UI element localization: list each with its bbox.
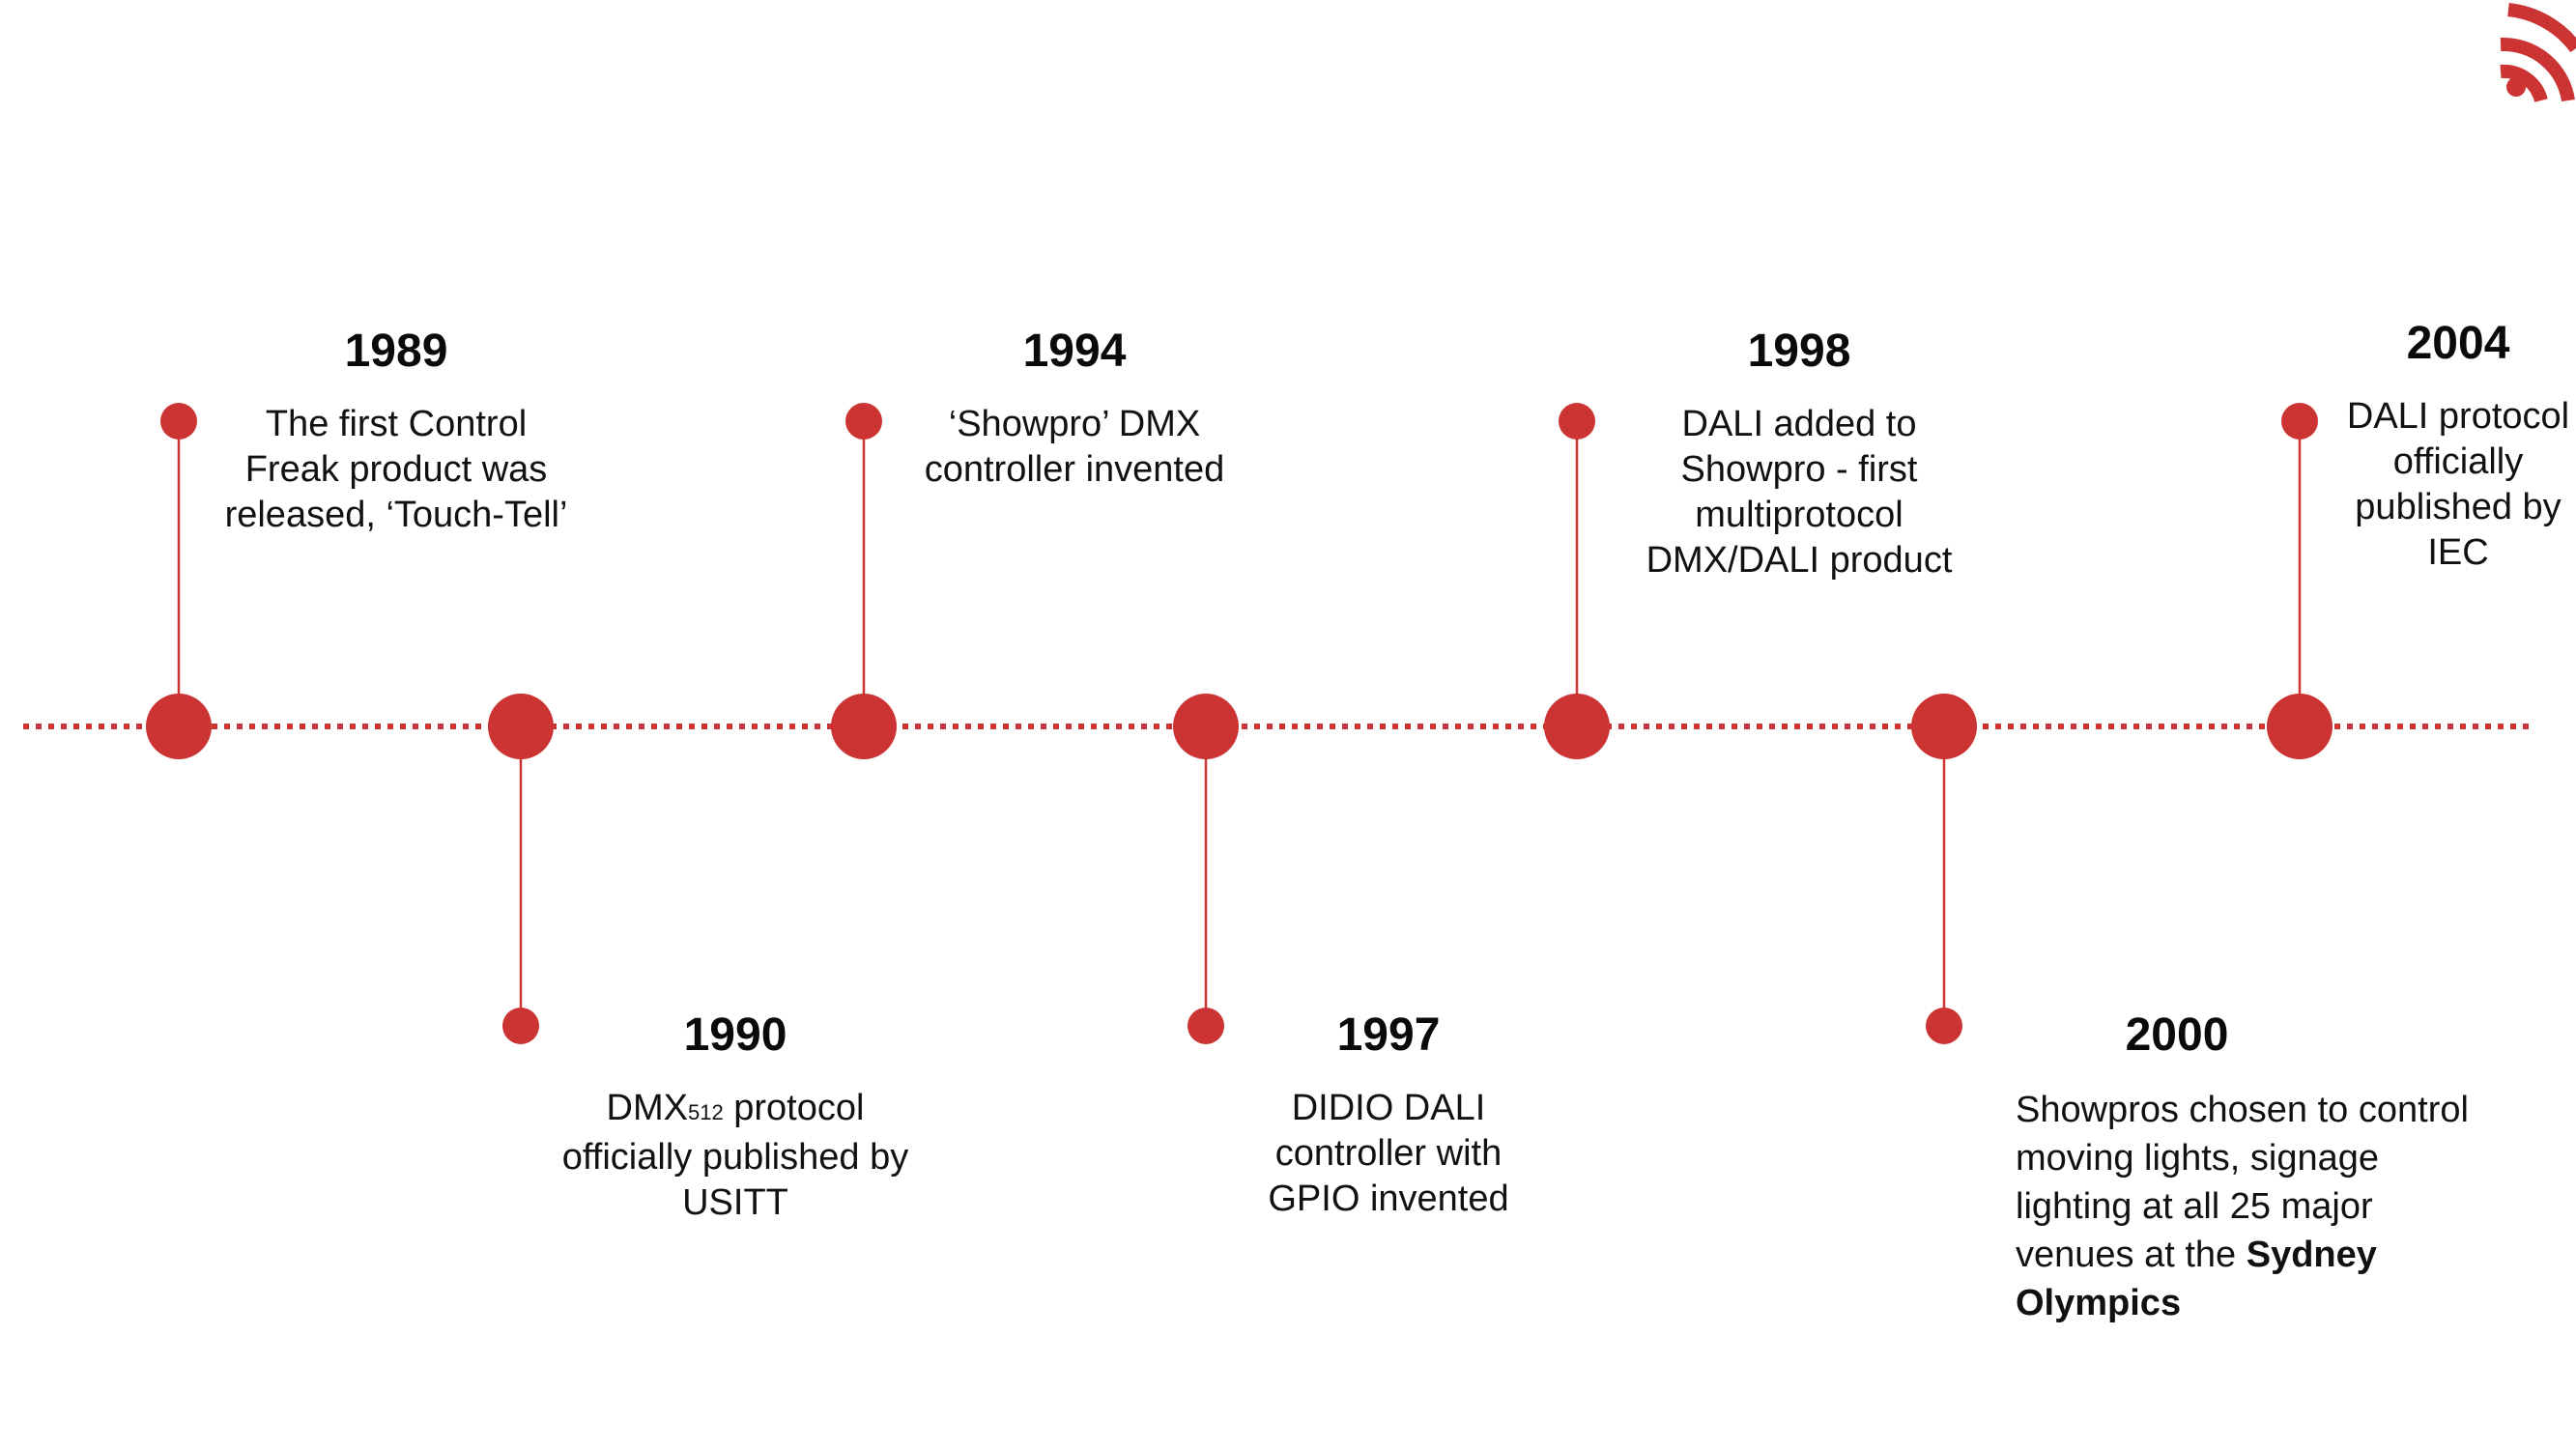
endpoint-dot-1989 [160, 403, 197, 440]
year-label-2000: 2000 [2125, 1009, 2229, 1061]
logo-arc-inner [2500, 64, 2548, 103]
event-description-1990-post: protocol officially published by USITT [561, 1088, 909, 1223]
endpoint-dot-1997 [1188, 1008, 1224, 1044]
event-description-1990: DMX512 protocol officially published by … [557, 1086, 914, 1226]
timeline-node-2004 [2267, 694, 2333, 759]
timeline-node-1998 [1544, 694, 1610, 759]
logo-arc-outer [2500, 37, 2575, 102]
endpoint-dot-1994 [845, 403, 882, 440]
event-description-1997: DIDIO DALI controller with GPIO invented [1268, 1088, 1509, 1219]
year-label-1989: 1989 [344, 326, 448, 377]
event-description-2000-text: Showpros chosen to control moving lights… [2016, 1090, 2469, 1275]
event-description-1990-subscript: 512 [687, 1100, 724, 1124]
endpoint-dot-1998 [1559, 403, 1595, 440]
timeline-node-1989 [146, 694, 212, 759]
logo-arc-extra [2507, 3, 2576, 53]
event-description-2004: DALI protocol officially published by IE… [2346, 396, 2570, 573]
year-label-2004: 2004 [2406, 318, 2510, 369]
year-label-1997: 1997 [1336, 1009, 1441, 1061]
year-label-1998: 1998 [1747, 326, 1851, 377]
year-label-1990: 1990 [683, 1009, 787, 1061]
event-description-2000-bold: Sydney Olympics [2016, 1235, 2377, 1323]
event-description-1998: DALI added to Showpro - first multiproto… [1646, 404, 1953, 581]
endpoint-dot-2000 [1926, 1008, 1962, 1044]
timeline-node-1994 [831, 694, 897, 759]
event-description-2000: Showpros chosen to control moving lights… [2016, 1086, 2470, 1327]
event-description-1994: ‘Showpro’ DMX controller invented [924, 404, 1225, 490]
timeline-node-1997 [1173, 694, 1239, 759]
timeline-node-2000 [1911, 694, 1977, 759]
event-description-1990-pre: DMX [606, 1088, 688, 1128]
year-label-1994: 1994 [1022, 326, 1127, 377]
endpoint-dot-1990 [502, 1008, 539, 1044]
event-description-1989: The first Control Freak product was rele… [224, 404, 568, 535]
wifi-signal-icon [2500, 3, 2576, 103]
endpoint-dot-2004 [2281, 403, 2318, 440]
timeline-node-1990 [488, 694, 554, 759]
